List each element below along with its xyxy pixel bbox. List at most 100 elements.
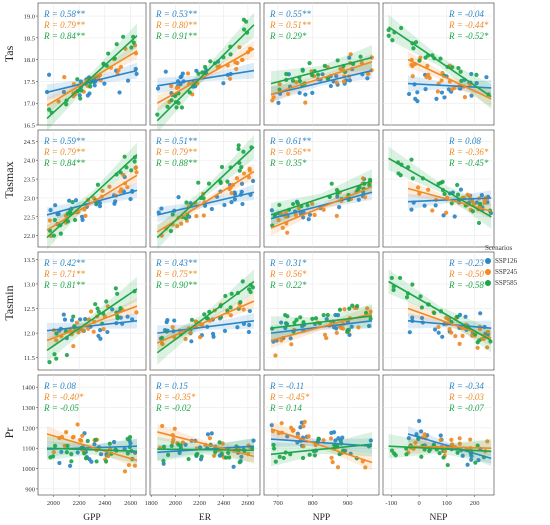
data-point-ssp245 — [172, 426, 177, 431]
data-point-ssp245 — [171, 437, 176, 442]
data-point-ssp126 — [422, 203, 427, 208]
data-point-ssp245 — [70, 435, 75, 440]
data-point-ssp126 — [335, 194, 340, 199]
data-point-ssp245 — [211, 453, 217, 458]
data-point-ssp585 — [386, 33, 391, 38]
data-point-ssp126 — [419, 315, 425, 321]
data-point-ssp585 — [65, 219, 71, 224]
data-point-ssp585 — [236, 146, 241, 152]
data-point-ssp245 — [116, 68, 121, 73]
data-point-ssp126 — [130, 317, 135, 322]
data-point-ssp126 — [269, 423, 274, 428]
data-point-ssp126 — [407, 330, 412, 335]
data-point-ssp585 — [455, 192, 461, 197]
data-point-ssp126 — [423, 86, 428, 92]
data-point-ssp126 — [246, 329, 251, 335]
data-point-ssp245 — [328, 436, 334, 441]
data-point-ssp126 — [303, 92, 308, 97]
panel-tasmin-er: R = 0.43**R = 0.75**R = 0.90** — [149, 251, 261, 371]
x-tick-label: 2600 — [241, 500, 254, 507]
data-point-ssp245 — [439, 78, 444, 83]
y-tick-label: 13.5 — [24, 257, 35, 264]
data-point-ssp585 — [71, 314, 76, 319]
data-point-ssp585 — [229, 291, 234, 296]
data-point-ssp245 — [335, 465, 341, 470]
data-point-ssp126 — [469, 457, 474, 462]
x-tick-label: 2400 — [98, 500, 111, 507]
regression-line-ssp585 — [157, 448, 254, 452]
regression-line-ssp126 — [46, 320, 138, 332]
data-point-ssp585 — [64, 450, 69, 455]
panel-frame — [149, 2, 261, 126]
data-point-ssp245 — [101, 327, 106, 332]
data-point-ssp585 — [129, 168, 134, 173]
data-point-ssp585 — [64, 352, 69, 358]
regression-line-ssp245 — [157, 431, 255, 458]
data-point-ssp126 — [59, 449, 64, 455]
data-point-ssp245 — [460, 333, 465, 338]
data-point-ssp126 — [334, 326, 339, 331]
data-point-ssp585 — [113, 286, 118, 291]
data-point-ssp126 — [69, 318, 75, 323]
data-point-ssp126 — [247, 322, 252, 328]
row-label-tas: Tas — [2, 45, 16, 62]
data-point-ssp126 — [469, 71, 474, 77]
legend-label-ssp126: SSP126 — [495, 256, 518, 265]
regression-line-ssp585 — [270, 180, 373, 216]
r-annotation-ssp126: R = -0.04 — [448, 9, 484, 19]
data-point-ssp126 — [418, 429, 424, 434]
data-point-ssp126 — [68, 463, 73, 468]
column-label-er: ER — [199, 513, 212, 523]
data-point-ssp126 — [46, 72, 52, 77]
data-point-ssp245 — [449, 330, 454, 335]
data-point-ssp245 — [170, 325, 175, 330]
r-annotation-ssp585: R = 0.84** — [43, 31, 85, 41]
data-point-ssp585 — [419, 454, 424, 459]
data-point-ssp245 — [247, 166, 252, 171]
data-point-ssp585 — [226, 450, 231, 455]
panel-frame — [37, 2, 147, 126]
y-tick-label: 24.5 — [24, 139, 35, 146]
data-point-ssp245 — [413, 440, 418, 445]
data-point-ssp585 — [199, 454, 204, 459]
data-point-ssp245 — [356, 325, 361, 330]
data-point-ssp126 — [231, 464, 236, 469]
data-point-ssp126 — [465, 462, 470, 467]
data-point-ssp126 — [159, 206, 164, 211]
r-annotation-ssp585: R = 0.29* — [269, 31, 307, 41]
r-annotation-ssp126: R = -0.23 — [448, 258, 484, 268]
data-point-ssp245 — [276, 217, 281, 223]
data-point-ssp126 — [61, 89, 67, 95]
data-point-ssp245 — [51, 449, 56, 455]
data-point-ssp585 — [115, 291, 120, 296]
r-annotation-ssp245: R = -0.45* — [269, 392, 310, 402]
legend-swatch-ssp585 — [485, 279, 491, 286]
data-point-ssp585 — [196, 180, 201, 185]
data-point-ssp245 — [227, 76, 233, 81]
data-point-ssp585 — [83, 456, 89, 461]
data-point-ssp245 — [133, 165, 138, 171]
data-point-ssp245 — [74, 320, 79, 325]
data-point-ssp585 — [312, 453, 317, 458]
data-point-ssp245 — [425, 63, 430, 68]
data-point-ssp585 — [290, 78, 296, 83]
data-point-ssp585 — [427, 448, 432, 454]
r-annotation-ssp585: R = 0.14 — [269, 403, 302, 413]
data-point-ssp585 — [168, 228, 173, 234]
data-point-ssp245 — [321, 207, 326, 212]
data-point-ssp585 — [228, 52, 233, 57]
y-tick-label: 11.5 — [24, 355, 35, 362]
x-tick-label: 100 — [442, 500, 452, 507]
data-point-ssp245 — [179, 221, 184, 226]
data-point-ssp126 — [92, 83, 97, 88]
data-point-ssp585 — [309, 73, 315, 78]
regression-line-ssp585 — [270, 56, 373, 85]
data-point-ssp585 — [410, 176, 415, 181]
data-point-ssp245 — [422, 432, 427, 437]
data-point-ssp126 — [440, 334, 445, 339]
data-point-ssp585 — [165, 452, 171, 457]
data-point-ssp126 — [117, 90, 122, 95]
data-point-ssp126 — [53, 203, 58, 208]
data-point-ssp245 — [334, 213, 339, 219]
data-point-ssp585 — [409, 157, 414, 162]
